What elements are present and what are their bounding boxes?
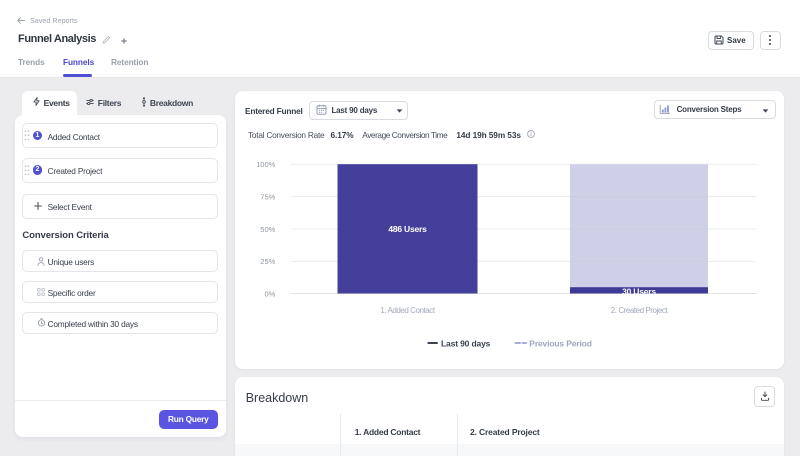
svg-text:Last 90 days: Last 90 days (441, 338, 491, 348)
svg-text:30 Users: 30 Users (622, 287, 656, 297)
svg-text:50%: 50% (260, 225, 275, 234)
svg-text:1. Added Contact: 1. Added Contact (380, 306, 435, 315)
svg-text:75%: 75% (260, 192, 275, 201)
svg-text:Previous Period: Previous Period (529, 338, 591, 348)
svg-text:25%: 25% (260, 257, 275, 266)
svg-text:486 Users: 486 Users (388, 224, 427, 234)
svg-text:2. Created Project: 2. Created Project (611, 306, 669, 315)
svg-text:0%: 0% (264, 289, 275, 298)
svg-text:100%: 100% (256, 160, 276, 169)
